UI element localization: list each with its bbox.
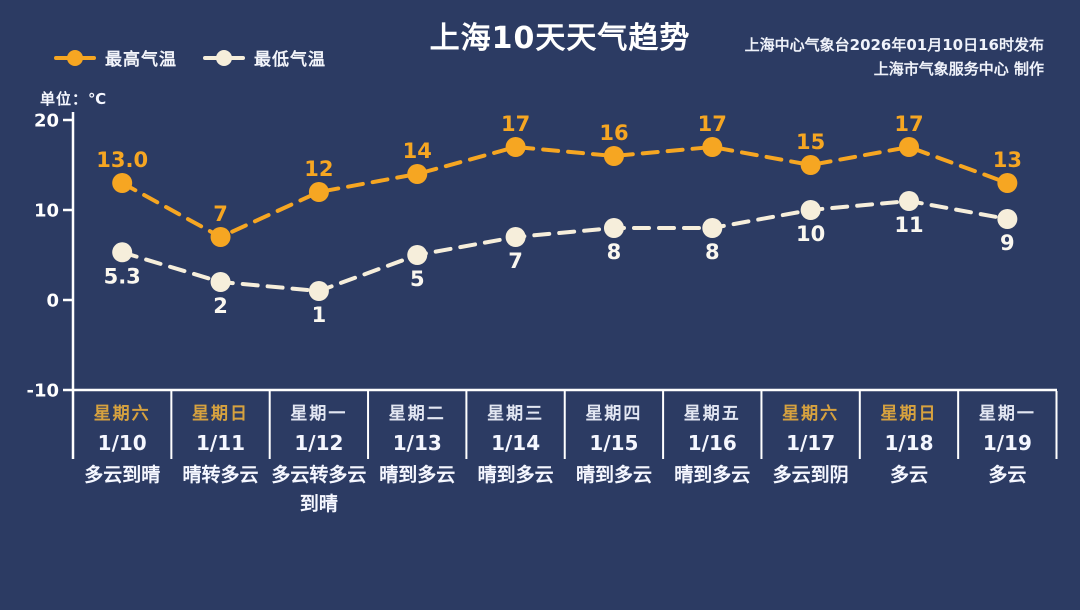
weekday-label: 星期六 [782, 403, 839, 424]
weekday-label: 星期日 [881, 404, 938, 424]
date-label: 1/16 [688, 431, 737, 455]
weekday-label: 星期四 [585, 404, 642, 424]
weather-label: 多云到阴 [773, 463, 849, 486]
high-temp-value-label: 15 [796, 130, 825, 154]
date-label: 1/15 [589, 431, 638, 455]
unit-label: 单位：℃ [40, 90, 108, 108]
weather-label: 到晴 [300, 492, 338, 515]
high-temp-point [899, 137, 919, 157]
high-temp-value-label: 17 [698, 112, 727, 136]
date-label: 1/14 [491, 431, 540, 455]
issuer-line-1: 上海中心气象台2026年01月10日16时发布 [744, 36, 1044, 54]
legend-item-high: 最高气温 [54, 45, 177, 70]
weekday-label: 星期三 [487, 404, 544, 424]
weekday-label: 星期五 [684, 404, 741, 424]
page-title: 上海10天天气趋势 [429, 21, 691, 56]
date-label: 1/18 [884, 431, 933, 455]
date-label: 1/10 [98, 431, 147, 455]
weekday-label: 星期日 [192, 404, 249, 424]
high-temp-point [112, 173, 133, 193]
low-temp-value-label: 10 [796, 222, 825, 246]
low-temp-point [210, 272, 231, 292]
low-temp-point [407, 245, 428, 265]
low-temp-point [702, 218, 723, 238]
high-temp-value-label: 13 [993, 148, 1022, 172]
chart-legend: 最高气温 最低气温 [54, 45, 326, 70]
high-temp-value-label: 14 [403, 139, 432, 163]
high-temp-point [603, 146, 624, 166]
y-tick-label: 0 [46, 291, 59, 312]
high-temp-value-label: 7 [213, 202, 228, 226]
weather-label: 晴到多云 [379, 463, 455, 486]
high-temp-value-label: 17 [501, 112, 530, 136]
high-temp-value-label: 12 [304, 157, 333, 181]
y-tick-label: 20 [34, 111, 59, 132]
legend-label-high: 最高气温 [105, 50, 177, 70]
high-temp-point [702, 137, 723, 157]
weekday-label: 星期一 [979, 404, 1036, 424]
weekday-label: 星期二 [389, 404, 446, 424]
date-label: 1/17 [786, 431, 835, 455]
high-temp-value-label: 16 [599, 121, 628, 145]
high-temp-point [210, 227, 231, 247]
low-temp-point [308, 281, 329, 301]
low-temp-point [603, 218, 624, 238]
low-temp-value-label: 1 [312, 303, 327, 327]
low-temp-value-label: 8 [607, 240, 622, 264]
weather-label: 晴到多云 [674, 463, 750, 486]
low-temp-value-label: 5 [410, 267, 425, 291]
low-temp-marker-icon [203, 49, 245, 67]
low-temp-point [800, 200, 821, 220]
low-temp-point [899, 191, 919, 211]
weather-label: 晴转多云 [183, 463, 259, 486]
high-temp-point [800, 155, 821, 175]
legend-label-low: 最低气温 [254, 50, 326, 70]
high-temp-line [120, 144, 1010, 240]
date-label: 1/11 [196, 431, 245, 455]
weather-label: 晴到多云 [478, 463, 554, 486]
weekday-label: 星期六 [94, 403, 151, 424]
low-temp-line [120, 198, 1010, 294]
issuer-info: 上海中心气象台2026年01月10日16时发布 上海市气象服务中心 制作 [745, 33, 1044, 81]
weather-label: 多云转多云 [271, 463, 366, 486]
legend-item-low: 最低气温 [203, 45, 326, 70]
low-temp-point [997, 209, 1018, 229]
weather-label: 多云 [988, 463, 1026, 486]
low-temp-value-label: 11 [894, 213, 923, 237]
high-temp-value-label: 13.0 [96, 148, 148, 172]
issuer-line-2: 上海市气象服务中心 制作 [873, 60, 1044, 78]
date-label: 1/19 [983, 431, 1032, 455]
low-temp-value-label: 5.3 [104, 264, 141, 288]
y-tick-label: 10 [34, 201, 59, 222]
high-temp-point [308, 182, 329, 202]
weather-label: 晴到多云 [576, 463, 652, 486]
low-temp-value-label: 8 [705, 240, 720, 264]
weekday-label: 星期一 [290, 404, 347, 424]
low-temp-value-label: 2 [213, 294, 228, 318]
low-temp-point [112, 242, 133, 263]
low-temp-value-label: 7 [508, 249, 523, 273]
high-temp-point [407, 164, 428, 184]
low-temp-point [505, 227, 526, 247]
date-label: 1/13 [393, 431, 442, 455]
high-temp-point [505, 137, 526, 157]
high-temp-value-label: 17 [894, 112, 923, 136]
high-temp-marker-icon [54, 49, 96, 67]
y-tick-label: -10 [26, 381, 59, 402]
high-temp-point [997, 173, 1018, 193]
weather-label: 多云到晴 [84, 463, 160, 486]
low-temp-value-label: 9 [1000, 231, 1015, 255]
weather-label: 多云 [890, 463, 928, 486]
date-label: 1/12 [294, 431, 343, 455]
